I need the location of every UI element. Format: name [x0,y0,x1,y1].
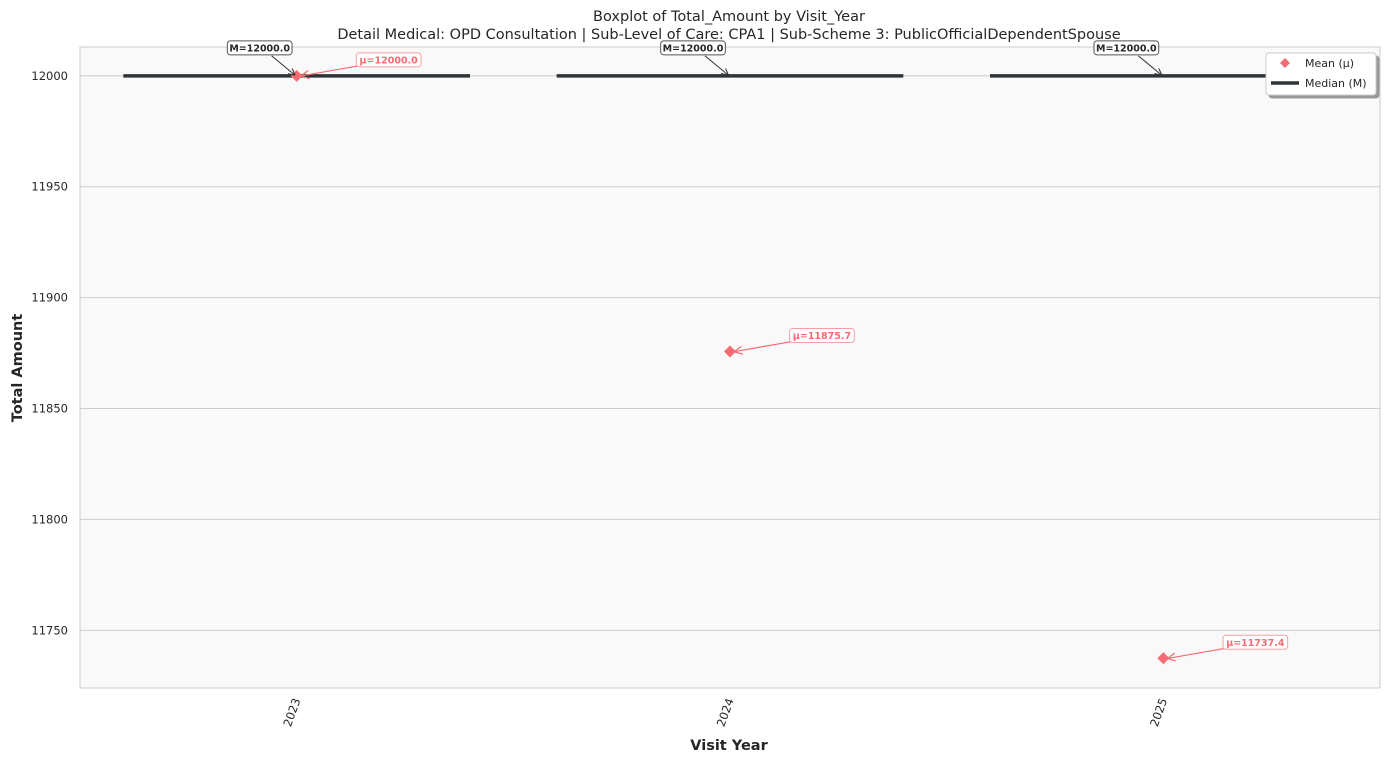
mean-marker [724,345,736,358]
chart-subtitle: Detail Medical: OPD Consultation | Sub-L… [337,27,1120,43]
legend: Mean (μ) Median (M) [1265,52,1377,96]
annotation-label: M=12000.0 [229,43,290,54]
annotation-label: μ=11737.4 [1226,638,1285,649]
annotation-box [226,40,293,56]
median-annotation-arrow [271,55,295,75]
plot-area [79,46,1381,689]
x-tick-label: 2025 [1147,696,1170,728]
annotation-box [789,328,855,344]
annotation-label: μ=11875.7 [793,331,851,342]
annotation-box [1222,634,1289,650]
mean-annotation-arrow [302,65,359,76]
y-axis-label: Total Amount [10,314,26,423]
mean-annotation-arrow [735,340,793,352]
annotation-box [660,40,726,56]
annotations: M=12000.0 μ=12000.0 M=12000.0 μ=11875.7 M=12… [226,40,1289,658]
y-tick-label: 11750 [31,623,68,637]
mean-markers [290,69,1170,665]
x-axis-label: Visit Year [690,738,768,754]
annotation-label: M=12000.0 [1096,43,1157,54]
median-annotation-arrow [704,55,728,75]
chart-title: Boxplot of Total_Amount by Visit_Year [593,9,865,25]
legend-median-label: Median (M) [1305,77,1367,90]
mean-marker [1157,652,1170,665]
y-tick-label: 11800 [31,512,68,526]
annotation-label: M=12000.0 [663,43,724,54]
annotation-label: μ=12000.0 [360,55,419,66]
legend-mean-label: Mean (μ) [1305,57,1354,70]
x-tick-label: 2024 [714,696,737,728]
annotation-box [1093,40,1160,56]
x-axis-ticks: 2023 2024 2025 [280,696,1170,728]
median-annotation-arrow [1138,55,1161,75]
mean-annotation-arrow [1168,647,1226,658]
y-tick-label: 11950 [31,180,68,194]
y-tick-label: 11900 [31,291,68,305]
x-tick-label: 2023 [280,696,303,728]
y-tick-label: 11850 [31,402,68,416]
annotation-box [355,52,422,68]
legend-mean-diamond-icon [1280,58,1290,68]
y-axis-ticks: 11750 11800 11850 11900 11950 12000 [31,69,68,637]
y-tick-label: 12000 [31,69,68,83]
